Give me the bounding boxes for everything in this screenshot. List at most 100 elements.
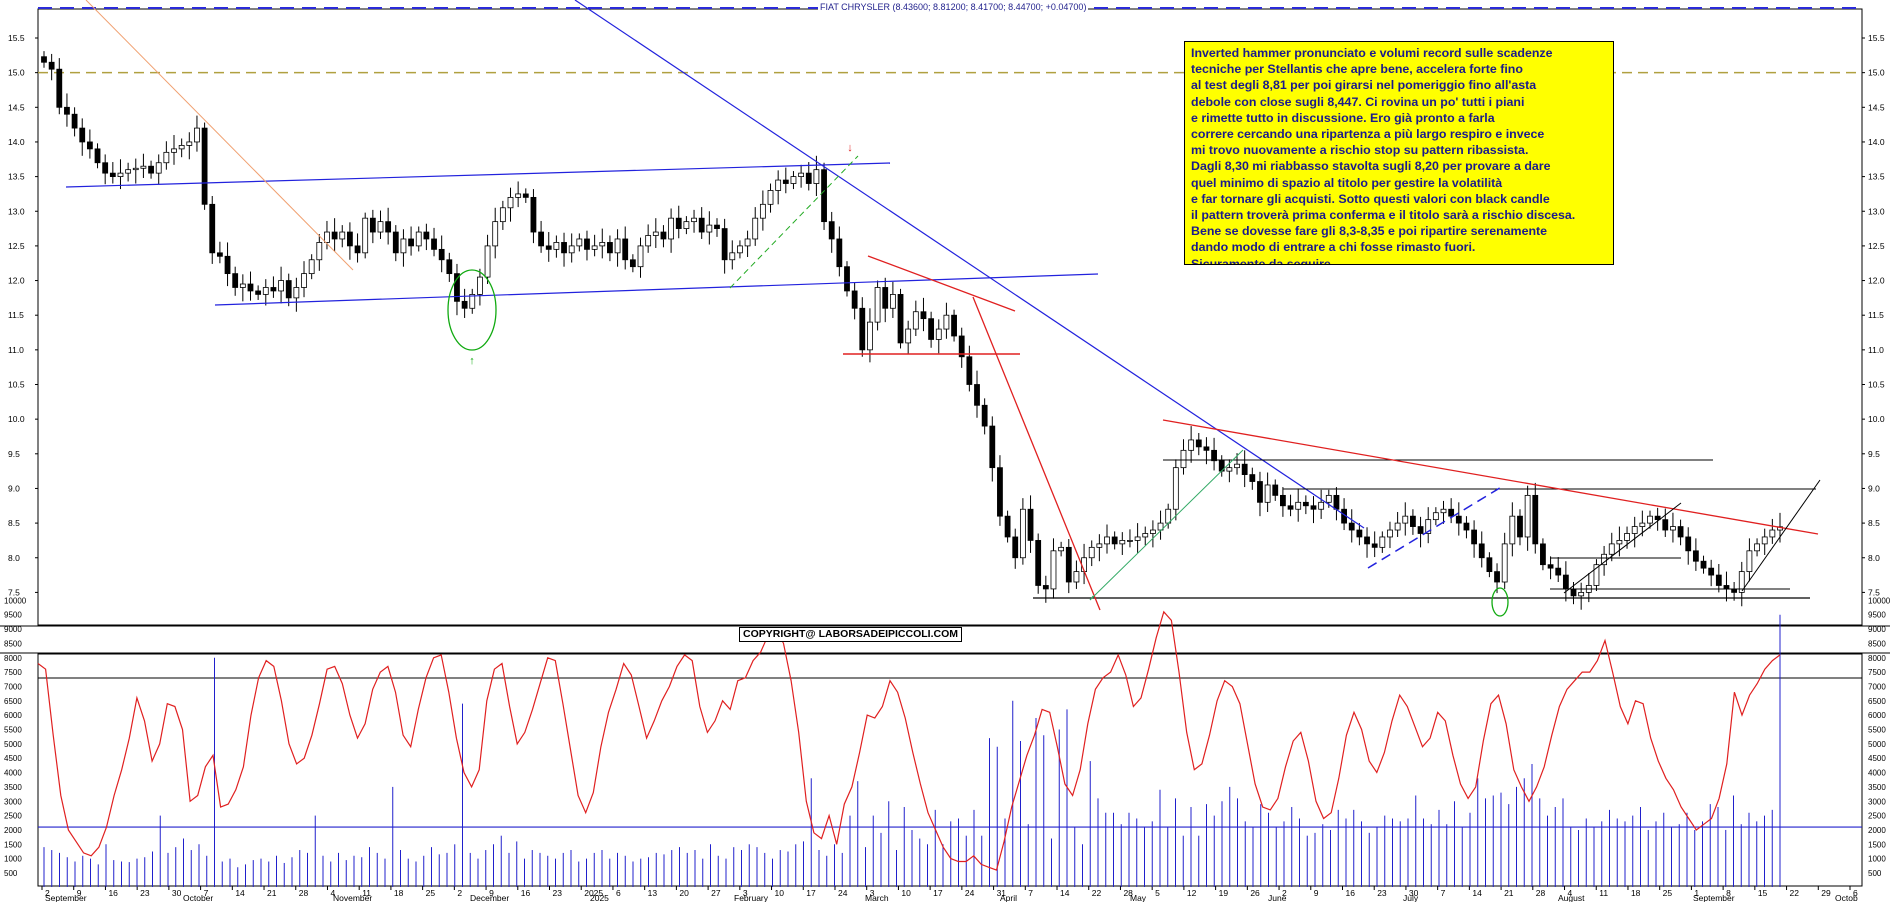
candle-body bbox=[1570, 588, 1577, 597]
candle-body bbox=[1004, 515, 1011, 538]
candle-body bbox=[1532, 494, 1539, 545]
x-month-label: June bbox=[1268, 893, 1287, 902]
candle-body bbox=[522, 193, 529, 198]
candle-body bbox=[966, 356, 973, 385]
candle-body bbox=[813, 169, 820, 184]
x-day-tick: 7 bbox=[204, 888, 209, 898]
candle-body bbox=[438, 248, 445, 261]
candle-body bbox=[148, 165, 154, 174]
vol-tick-label-left: 2000 bbox=[4, 826, 22, 835]
vol-tick-label-right: 3500 bbox=[1868, 783, 1886, 792]
candle-body bbox=[64, 106, 70, 115]
candle-body bbox=[1517, 515, 1523, 538]
x-day-tick: 26 bbox=[1250, 888, 1260, 898]
vol-tick-label-left: 6500 bbox=[4, 697, 22, 706]
candle-body bbox=[867, 321, 873, 351]
x-day-tick: 2025 bbox=[584, 888, 603, 898]
candle-body bbox=[935, 328, 942, 340]
y-tick-label-left: 9.0 bbox=[8, 483, 20, 493]
candle-body bbox=[530, 196, 537, 233]
y-tick-label-right: 12.5 bbox=[1868, 241, 1885, 251]
y-tick-label-left: 12.0 bbox=[8, 276, 25, 286]
candle-body bbox=[1241, 463, 1248, 475]
candle-body bbox=[79, 127, 86, 143]
candle-body bbox=[1670, 526, 1676, 531]
vol-tick-label-right: 8000 bbox=[1868, 654, 1886, 663]
vol-tick-label-left: 6000 bbox=[4, 711, 22, 720]
candle-body bbox=[102, 162, 109, 174]
candle-body bbox=[958, 335, 965, 358]
vol-tick-label-right: 5500 bbox=[1868, 726, 1886, 735]
y-tick-label-right: 15.0 bbox=[1868, 68, 1885, 78]
vol-tick-label-right: 3000 bbox=[1868, 797, 1886, 806]
candle-body bbox=[1310, 505, 1317, 510]
candle-body bbox=[278, 280, 284, 292]
x-day-tick: 22 bbox=[1790, 888, 1800, 898]
candle-body bbox=[385, 221, 392, 233]
x-day-tick: 23 bbox=[553, 888, 563, 898]
x-month-label: February bbox=[734, 893, 769, 902]
candle-body bbox=[629, 259, 636, 268]
vol-tick-label-left: 4500 bbox=[4, 754, 22, 763]
candle-body bbox=[683, 221, 690, 229]
candle-body bbox=[377, 221, 384, 233]
x-month-label: September bbox=[1693, 893, 1735, 902]
x-day-tick: 5 bbox=[1155, 888, 1160, 898]
x-day-tick: 6 bbox=[616, 888, 621, 898]
x-day-tick: 28 bbox=[1536, 888, 1546, 898]
x-month-label: November bbox=[333, 893, 372, 902]
y-tick-label-left: 15.0 bbox=[8, 68, 25, 78]
candle-body bbox=[324, 231, 330, 243]
vol-tick-label-right: 2000 bbox=[1868, 826, 1886, 835]
candle-body bbox=[446, 259, 453, 275]
candle-body bbox=[782, 179, 789, 184]
candle-body bbox=[905, 328, 912, 344]
x-day-tick: 15 bbox=[1758, 888, 1768, 898]
candle-body bbox=[117, 172, 124, 177]
x-month-label: May bbox=[1130, 893, 1147, 902]
candle-body bbox=[1394, 522, 1401, 531]
vol-tick-label-left: 7500 bbox=[4, 668, 22, 677]
candle-body bbox=[1280, 494, 1286, 507]
candle-body bbox=[1524, 494, 1531, 538]
x-day-tick: 19 bbox=[1219, 888, 1229, 898]
candle-body bbox=[469, 294, 476, 309]
candle-body bbox=[369, 217, 376, 233]
candle-body bbox=[1333, 494, 1340, 510]
vol-tick-label-right: 9000 bbox=[1868, 625, 1886, 634]
y-tick-label-left: 10.0 bbox=[8, 414, 25, 424]
candle-body bbox=[591, 245, 598, 250]
candle-body bbox=[186, 141, 193, 146]
x-day-tick: 11 bbox=[1599, 888, 1608, 898]
candle-body bbox=[1746, 550, 1753, 573]
candle-body bbox=[1547, 564, 1554, 569]
x-day-tick: 16 bbox=[521, 888, 531, 898]
y-tick-label-right: 9.5 bbox=[1868, 449, 1880, 459]
vol-tick-label-left: 500 bbox=[4, 869, 18, 878]
candle-body bbox=[1509, 515, 1516, 545]
x-day-tick: 30 bbox=[172, 888, 182, 898]
candle-body bbox=[912, 311, 919, 330]
green-recovery-line bbox=[1089, 449, 1244, 601]
candle-body bbox=[48, 61, 55, 70]
x-month-label: July bbox=[1403, 893, 1419, 902]
vol-tick-label-right: 4000 bbox=[1868, 769, 1886, 778]
candle-body bbox=[1058, 546, 1065, 552]
x-day-tick: 10 bbox=[901, 888, 911, 898]
x-day-tick: 22 bbox=[1092, 888, 1102, 898]
candle-body bbox=[1211, 449, 1217, 462]
candle-body bbox=[316, 242, 323, 261]
vol-tick-label-left: 8000 bbox=[4, 654, 22, 663]
vol-tick-label-left: 3500 bbox=[4, 783, 22, 792]
candle-body bbox=[1715, 574, 1722, 586]
candle-body bbox=[201, 127, 208, 205]
candle-body bbox=[1302, 501, 1309, 507]
candle-body bbox=[1195, 439, 1202, 448]
y-tick-label-right: 8.0 bbox=[1868, 553, 1880, 563]
candle-body bbox=[859, 307, 866, 351]
candle-body bbox=[637, 245, 644, 268]
candle-body bbox=[1601, 553, 1608, 566]
candle-body bbox=[1440, 508, 1447, 514]
candle-body bbox=[614, 238, 621, 254]
